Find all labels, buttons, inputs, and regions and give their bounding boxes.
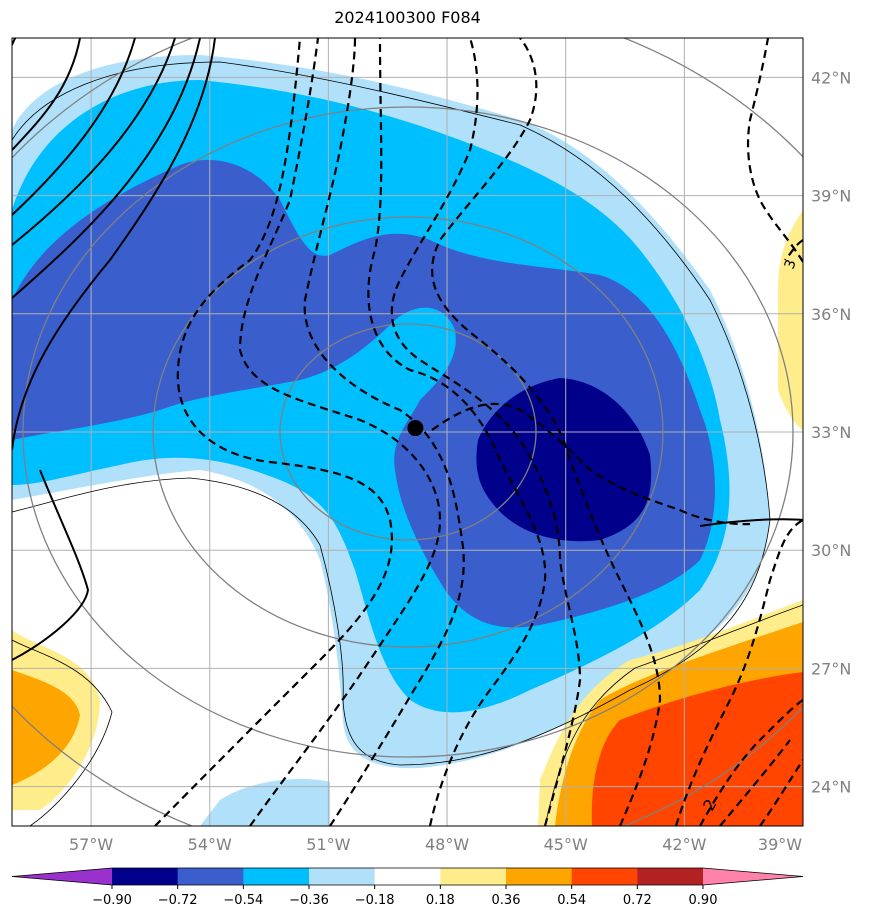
y-tick-label: 30°N [811, 541, 851, 560]
negative-anomaly-fill [12, 55, 770, 826]
colorbar-tick-label: 0.54 [557, 893, 586, 908]
colorbar-bin [637, 868, 704, 885]
colorbar-tick-label: −0.18 [355, 893, 395, 908]
y-tick-label: 36°N [811, 305, 851, 324]
plot-frame [11, 37, 804, 827]
chart-title: 2024100300 F084 [334, 8, 481, 27]
colorbar-tick-label: −0.36 [289, 893, 329, 908]
colorbar-bin [243, 868, 310, 885]
colorbar-tick-label: −0.54 [223, 893, 263, 908]
positive-anomaly-fill-se [538, 600, 803, 826]
x-tick-label: 39°W [758, 835, 802, 854]
y-tick-label: 42°N [811, 68, 851, 87]
dashed-contours [154, 38, 803, 826]
range-rings [12, 38, 803, 826]
x-tick-label: 54°W [188, 835, 232, 854]
positive-anomaly-fill-e [778, 210, 803, 430]
storm-center-marker [407, 420, 424, 437]
colorbar-tick-label: 0.90 [689, 893, 718, 908]
colorbar-bin [112, 868, 179, 885]
x-axis-ticks: 57°W 54°W 51°W 48°W 45°W 42°W 39°W [69, 835, 802, 854]
colorbar-tick-label: −0.90 [92, 893, 132, 908]
colorbar-tick-label: 0.18 [426, 893, 455, 908]
colorbar-bin [506, 868, 573, 885]
fill-orange-sw [12, 670, 80, 785]
colorbar-bin [177, 868, 244, 885]
colorbar-bin [440, 868, 507, 885]
colorbar-bin [571, 868, 638, 885]
plot-area: 3 2 [12, 38, 803, 826]
colorbar-bin [309, 868, 376, 885]
fill-red-se [591, 672, 803, 826]
positive-anomaly-fill-sw [12, 630, 100, 810]
y-tick-label: 27°N [811, 659, 851, 678]
x-tick-label: 42°W [662, 835, 706, 854]
colorbar-extend-high [703, 868, 803, 885]
fill-yellow-e [778, 210, 803, 430]
x-tick-label: 45°W [544, 835, 588, 854]
x-tick-label: 57°W [69, 835, 113, 854]
colorbar-tick-label: −0.72 [158, 893, 198, 908]
fill-light-blue-south [200, 779, 330, 826]
y-tick-label: 39°N [811, 187, 851, 206]
colorbar: −0.90 −0.72 −0.54 −0.36 −0.18 0.18 0.36 0.54 0.7… [11, 867, 804, 908]
y-axis-ticks: 42°N 39°N 36°N 33°N 30°N 27°N 24°N [811, 68, 851, 796]
y-tick-label: 33°N [811, 423, 851, 442]
fill-dark-blue [476, 378, 652, 542]
colorbar-tick-label: 0.72 [623, 893, 652, 908]
y-tick-label: 24°N [811, 778, 851, 797]
colorbar-tick-label: 0.36 [492, 893, 521, 908]
x-tick-label: 48°W [425, 835, 469, 854]
colorbar-bin [374, 868, 441, 885]
colorbar-extend-low [12, 868, 112, 885]
x-tick-label: 51°W [306, 835, 350, 854]
